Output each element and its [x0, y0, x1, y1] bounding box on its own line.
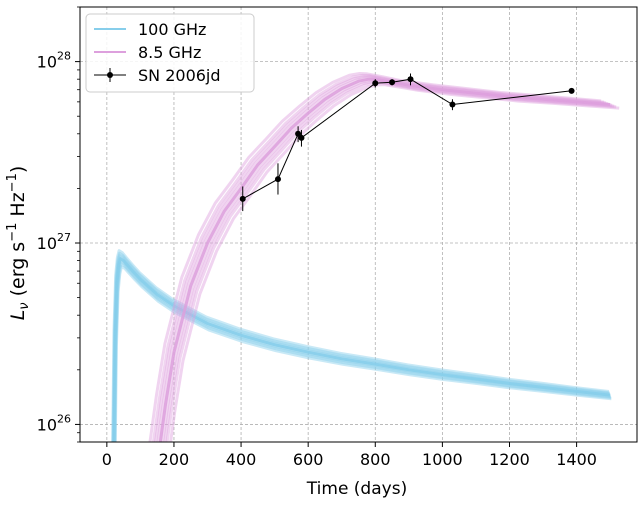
series-layer: [111, 72, 620, 442]
model-curve: [169, 83, 620, 442]
y-label-sup1: −1: [5, 223, 20, 242]
x-tick-label: 200: [159, 450, 190, 469]
y-tick-label: 1026: [37, 412, 71, 434]
x-tick-label: 1400: [556, 450, 597, 469]
data-series-2: [239, 73, 575, 212]
data-point: [239, 195, 246, 202]
y-label-sup2: −1: [5, 173, 20, 192]
data-point: [568, 87, 575, 94]
model-curve: [113, 262, 612, 442]
model-band-1: [148, 72, 620, 442]
x-tick-label: 800: [360, 450, 391, 469]
y-label-mid1: (erg s: [7, 242, 29, 303]
model-curve: [151, 73, 605, 442]
y-label-suffix: ): [7, 166, 29, 173]
data-point: [372, 80, 379, 87]
model-curve: [158, 77, 611, 442]
legend-marker-sn2006jd: [107, 72, 113, 78]
model-curve: [112, 257, 611, 442]
model-curve: [165, 81, 617, 442]
legend: 100 GHz 8.5 GHz SN 2006jd: [85, 13, 255, 93]
model-curve: [113, 260, 611, 442]
legend-label-sn2006jd: SN 2006jd: [138, 66, 221, 85]
x-tick-label: 600: [293, 450, 324, 469]
data-point: [274, 176, 281, 183]
model-curve: [111, 249, 610, 442]
x-tick-label: 400: [226, 450, 257, 469]
x-tick-label: 0: [102, 450, 112, 469]
model-curve: [163, 80, 615, 442]
data-point: [295, 130, 302, 137]
model-band-0: [111, 249, 612, 442]
data-point: [407, 76, 414, 83]
legend-label-8.5ghz: 8.5 GHz: [138, 43, 201, 62]
ticks: 0 200 400 600 800 1000 1200 1400 1026 1027 1028: [37, 6, 597, 469]
data-point: [449, 101, 456, 108]
y-label-sub: ν: [17, 302, 32, 309]
y-label-mid2: Hz: [7, 192, 29, 222]
y-tick-label: 1027: [37, 231, 71, 253]
legend-label-100ghz: 100 GHz: [138, 20, 206, 39]
legend-box: [85, 13, 255, 93]
model-curve: [154, 75, 607, 442]
model-curve: [111, 251, 610, 442]
data-point: [389, 79, 396, 86]
model-curve: [113, 265, 612, 442]
model-curve: [148, 72, 602, 442]
y-axis-label: Lν (erg s−1 Hz−1): [5, 166, 32, 321]
x-axis-label: Time (days): [306, 479, 407, 499]
y-label-prefix: L: [7, 310, 29, 321]
x-tick-label: 1000: [422, 450, 463, 469]
y-tick-label: 1028: [37, 50, 71, 72]
model-curve: [161, 78, 613, 442]
model-curve: [111, 253, 610, 442]
plot-frame: [79, 6, 638, 443]
x-tick-label: 1200: [489, 450, 530, 469]
data-point: [298, 134, 305, 141]
model-curve: [112, 258, 611, 442]
